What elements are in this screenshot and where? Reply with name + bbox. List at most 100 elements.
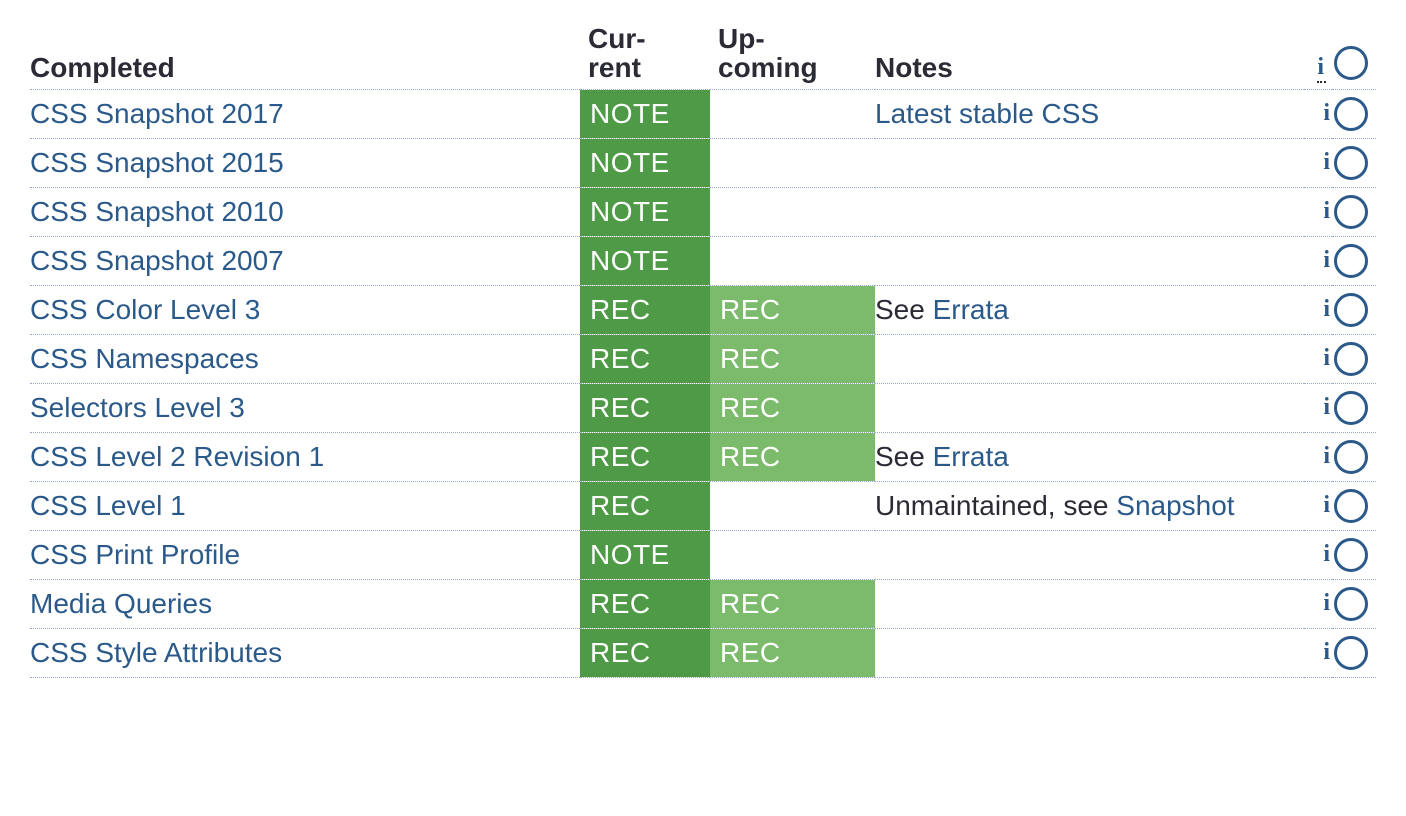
- info-icon[interactable]: i: [1304, 492, 1332, 519]
- spec-link[interactable]: Media Queries: [30, 588, 212, 619]
- info-icon[interactable]: i: [1304, 394, 1332, 421]
- status-current: REC: [580, 482, 710, 530]
- spec-link[interactable]: CSS Snapshot 2007: [30, 245, 284, 276]
- spec-link[interactable]: CSS Color Level 3: [30, 294, 260, 325]
- notes-link[interactable]: Latest stable CSS: [875, 98, 1099, 129]
- notes-cell: Latest stable CSS: [875, 90, 1304, 138]
- spec-link[interactable]: CSS Level 2 Revision 1: [30, 441, 324, 472]
- spec-link[interactable]: Selectors Level 3: [30, 392, 245, 423]
- spec-link[interactable]: CSS Style Attributes: [30, 637, 282, 668]
- status-upcoming: REC: [710, 335, 875, 383]
- row-radio[interactable]: [1334, 489, 1368, 523]
- info-icon[interactable]: i: [1304, 149, 1332, 176]
- table-row: CSS Level 1 REC Unmaintained, see Snapshot…: [30, 481, 1376, 530]
- table-row: CSS Snapshot 2015 NOTE i: [30, 138, 1376, 187]
- notes-link[interactable]: Snapshot: [1116, 490, 1234, 521]
- col-header-upcoming-l2: coming: [718, 52, 818, 83]
- spec-link[interactable]: CSS Level 1: [30, 490, 186, 521]
- row-radio[interactable]: [1334, 587, 1368, 621]
- info-icon[interactable]: i: [1304, 639, 1332, 666]
- spec-link[interactable]: CSS Print Profile: [30, 539, 240, 570]
- status-current: REC: [580, 286, 710, 334]
- status-upcoming: REC: [710, 433, 875, 481]
- notes-cell: [875, 580, 1304, 596]
- row-radio[interactable]: [1334, 391, 1368, 425]
- col-header-current: Cur- rent: [580, 20, 710, 89]
- row-radio[interactable]: [1334, 195, 1368, 229]
- col-header-current-l2: rent: [588, 52, 641, 83]
- status-current: REC: [580, 629, 710, 677]
- status-upcoming: REC: [710, 580, 875, 628]
- col-header-upcoming: Up- coming: [710, 20, 875, 89]
- col-header-notes: Notes: [875, 20, 1304, 89]
- notes-cell: [875, 384, 1304, 400]
- notes-cell: [875, 629, 1304, 645]
- spec-link[interactable]: CSS Snapshot 2015: [30, 147, 284, 178]
- col-header-upcoming-l1: Up-: [718, 23, 765, 54]
- notes-text: Unmaintained, see: [875, 490, 1116, 521]
- status-current: NOTE: [580, 188, 710, 236]
- status-upcoming: REC: [710, 384, 875, 432]
- row-radio[interactable]: [1334, 146, 1368, 180]
- notes-cell: [875, 335, 1304, 351]
- specs-table: Completed Cur- rent Up- coming Notes i: [30, 20, 1376, 678]
- notes-link[interactable]: Errata: [933, 441, 1009, 472]
- info-icon[interactable]: i: [1304, 541, 1332, 568]
- status-upcoming: [710, 531, 875, 547]
- info-icon[interactable]: i: [1304, 100, 1332, 127]
- status-current: REC: [580, 580, 710, 628]
- table-row: CSS Namespaces RECREC i: [30, 334, 1376, 383]
- col-header-radio: [1332, 20, 1376, 89]
- info-icon[interactable]: i: [1304, 590, 1332, 617]
- notes-cell: [875, 237, 1304, 253]
- row-radio[interactable]: [1334, 440, 1368, 474]
- notes-cell: Unmaintained, see Snapshot: [875, 482, 1304, 530]
- table-row: CSS Style Attributes RECREC i: [30, 628, 1376, 677]
- row-radio[interactable]: [1334, 97, 1368, 131]
- spec-link[interactable]: CSS Snapshot 2017: [30, 98, 284, 129]
- row-radio[interactable]: [1334, 244, 1368, 278]
- info-icon[interactable]: i: [1304, 443, 1332, 470]
- table-header-row: Completed Cur- rent Up- coming Notes i: [30, 20, 1376, 89]
- table-row: Selectors Level 3 RECREC i: [30, 383, 1376, 432]
- info-icon[interactable]: i: [1317, 54, 1326, 80]
- row-radio[interactable]: [1334, 342, 1368, 376]
- table-row: CSS Level 2 Revision 1RECRECSee Erratai: [30, 432, 1376, 481]
- info-icon[interactable]: i: [1304, 296, 1332, 323]
- table-row: CSS Print Profile NOTE i: [30, 530, 1376, 579]
- row-radio[interactable]: [1334, 636, 1368, 670]
- status-current: NOTE: [580, 237, 710, 285]
- status-current: REC: [580, 433, 710, 481]
- row-radio[interactable]: [1334, 293, 1368, 327]
- select-all-radio[interactable]: [1334, 46, 1368, 80]
- status-upcoming: REC: [710, 286, 875, 334]
- row-radio[interactable]: [1334, 538, 1368, 572]
- status-upcoming: REC: [710, 629, 875, 677]
- status-current: NOTE: [580, 90, 710, 138]
- table-row: CSS Snapshot 2010 NOTE i: [30, 187, 1376, 236]
- info-icon[interactable]: i: [1304, 247, 1332, 274]
- status-upcoming: [710, 90, 875, 106]
- info-icon[interactable]: i: [1304, 198, 1332, 225]
- status-current: NOTE: [580, 139, 710, 187]
- spec-link[interactable]: CSS Namespaces: [30, 343, 259, 374]
- status-upcoming: [710, 237, 875, 253]
- notes-cell: [875, 531, 1304, 547]
- status-current: REC: [580, 384, 710, 432]
- spec-link[interactable]: CSS Snapshot 2010: [30, 196, 284, 227]
- notes-cell: [875, 139, 1304, 155]
- table-row: CSS Color Level 3RECRECSee Erratai: [30, 285, 1376, 334]
- status-current: REC: [580, 335, 710, 383]
- status-upcoming: [710, 139, 875, 155]
- table-row: CSS Snapshot 2007 NOTE i: [30, 236, 1376, 285]
- notes-cell: See Errata: [875, 433, 1304, 481]
- col-header-info: i: [1304, 20, 1332, 89]
- col-header-current-l1: Cur-: [588, 23, 646, 54]
- status-current: NOTE: [580, 531, 710, 579]
- notes-text: See: [875, 441, 933, 472]
- table-row: Media Queries RECREC i: [30, 579, 1376, 628]
- status-upcoming: [710, 188, 875, 204]
- notes-link[interactable]: Errata: [933, 294, 1009, 325]
- notes-text: See: [875, 294, 933, 325]
- info-icon[interactable]: i: [1304, 345, 1332, 372]
